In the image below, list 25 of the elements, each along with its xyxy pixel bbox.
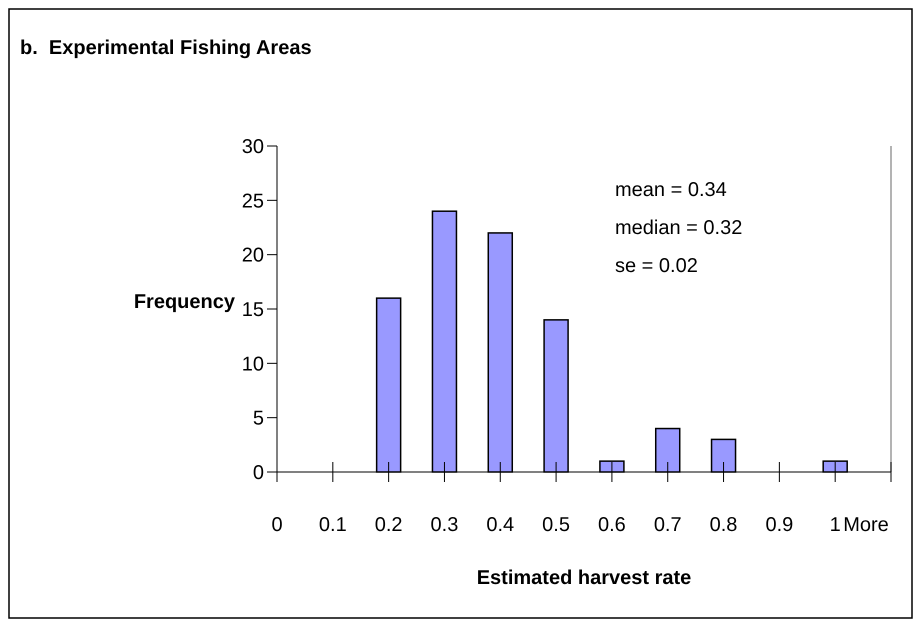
y-tick-label: 20 bbox=[242, 244, 264, 267]
y-tick-label: 5 bbox=[252, 408, 264, 430]
chart-title: b. Experimental Fishing Areas bbox=[20, 37, 312, 59]
x-tick-label: 0.3 bbox=[430, 514, 458, 536]
x-tick-label: 0 bbox=[271, 514, 283, 536]
y-tick-label: 0 bbox=[252, 462, 264, 484]
annotation: mean = 0.34 bbox=[615, 179, 727, 201]
x-tick-label: More bbox=[843, 514, 889, 536]
x-tick-label: 0.8 bbox=[710, 514, 738, 536]
y-axis-title: Frequency bbox=[134, 291, 236, 313]
x-tick-label: 0.9 bbox=[765, 514, 794, 536]
x-tick-label: 0.6 bbox=[598, 514, 626, 536]
x-tick-label: 0.4 bbox=[486, 514, 514, 536]
annotation: se = 0.02 bbox=[615, 255, 698, 277]
annotation: median = 0.32 bbox=[615, 217, 742, 239]
x-tick-label: 0.5 bbox=[542, 514, 570, 536]
y-tick-label: 25 bbox=[242, 190, 264, 212]
y-tick-label: 30 bbox=[242, 136, 264, 158]
x-tick-label: 0.7 bbox=[654, 514, 682, 536]
x-tick-label: 0.1 bbox=[318, 514, 347, 536]
x-tick-label: 1 bbox=[830, 514, 841, 536]
y-tick-label: 10 bbox=[242, 353, 264, 376]
y-tick-label: 15 bbox=[242, 299, 264, 321]
x-tick-label: 0.2 bbox=[374, 514, 403, 536]
x-axis-title: Estimated harvest rate bbox=[476, 567, 692, 589]
